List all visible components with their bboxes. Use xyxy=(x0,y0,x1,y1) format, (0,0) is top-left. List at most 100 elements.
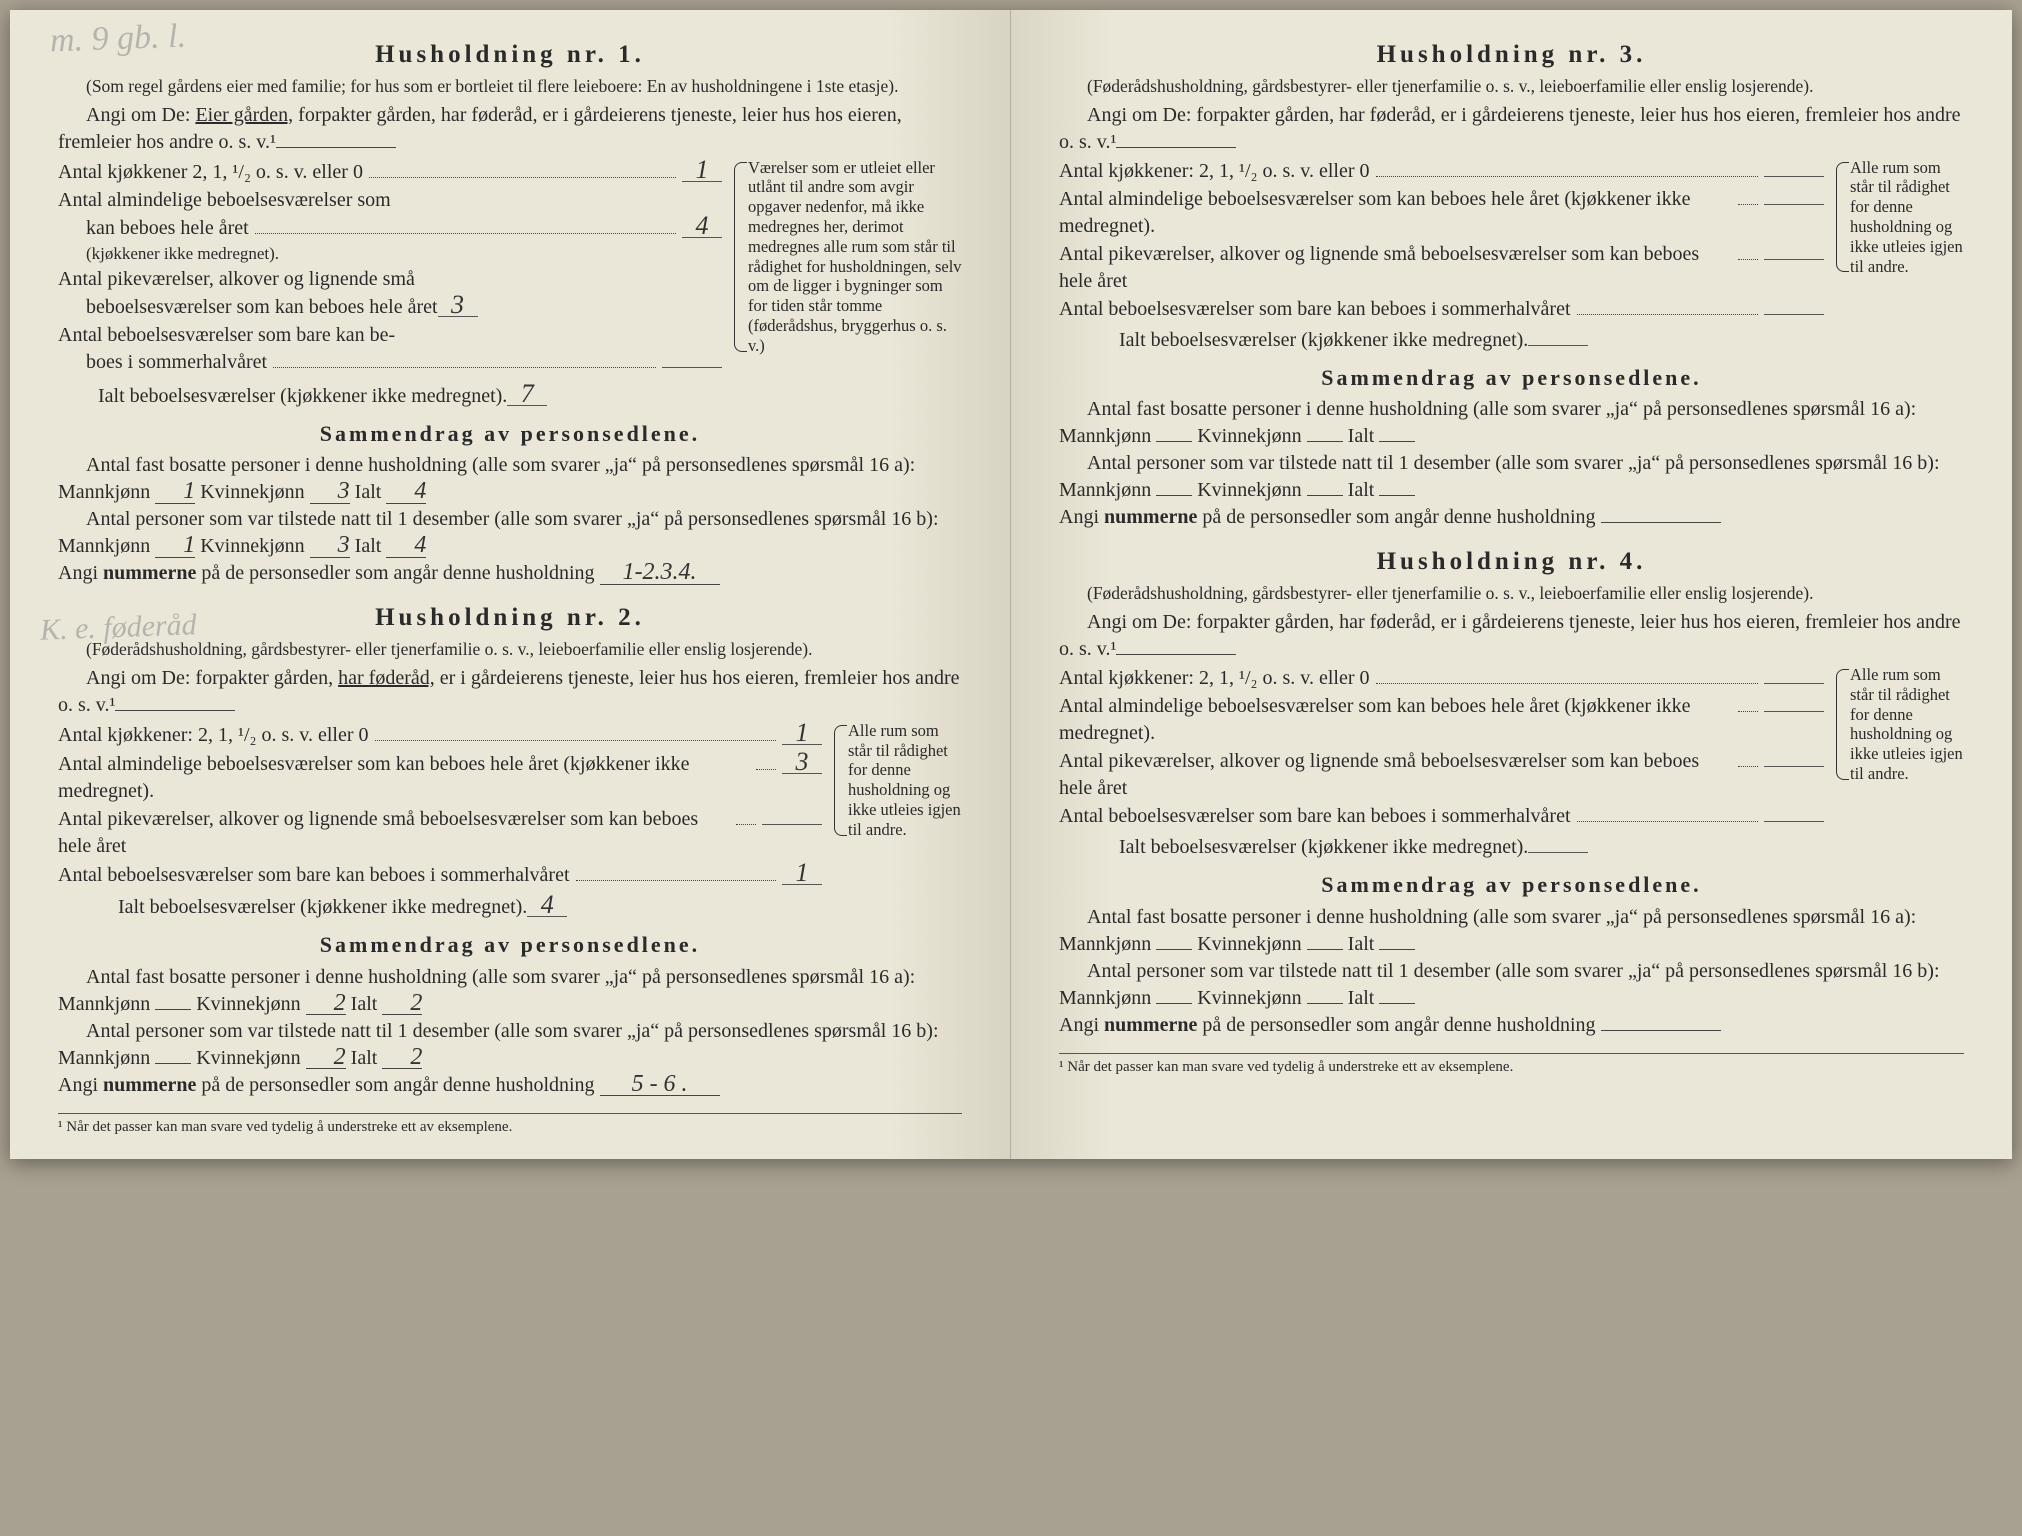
text: på de personsedler som angår denne husho… xyxy=(196,1074,594,1096)
text: Ialt xyxy=(355,535,382,557)
label: Antal almindelige beboelsesværelser som … xyxy=(1059,186,1732,240)
label: Antal beboelsesværelser som bare kan beb… xyxy=(58,862,570,889)
label-line1: Antal beboelsesværelser som bare kan be- xyxy=(58,322,722,349)
text: Angi om De: forpakter gården, har føderå… xyxy=(1059,611,1961,660)
dots xyxy=(1738,749,1758,767)
ans-num xyxy=(1601,1030,1721,1031)
h1-p2: Antal personer som var tilstede natt til… xyxy=(58,506,962,560)
ans-i xyxy=(1379,495,1415,496)
ans-i xyxy=(1379,1003,1415,1004)
bracket-note-short: Alle rum som står til rådighet for denne… xyxy=(832,721,962,840)
answer xyxy=(1764,259,1824,260)
q-pike: Antal pikeværelser, alkover og lignende … xyxy=(58,806,822,860)
q-sommer: Antal beboelsesværelser som bare kan beb… xyxy=(58,861,822,889)
h1-p1: Antal fast bosatte personer i denne hush… xyxy=(58,452,962,506)
answer: 1 xyxy=(682,158,722,182)
h2-p2: Antal personer som var tilstede natt til… xyxy=(58,1018,962,1072)
label: Antal pikeværelser, alkover og lignende … xyxy=(1059,748,1732,802)
text: Ialt xyxy=(351,993,378,1015)
answer xyxy=(1528,852,1588,853)
ans-k xyxy=(1307,495,1343,496)
answer xyxy=(1764,683,1824,684)
text: Antal fast bosatte personer i denne hush… xyxy=(1059,906,1916,955)
h2-angi: Angi om De: forpakter gården, har føderå… xyxy=(58,665,962,719)
text: kan beboes hele året xyxy=(86,215,249,242)
dots xyxy=(1376,159,1759,177)
text: Ialt xyxy=(355,481,382,503)
blank-line xyxy=(115,710,235,711)
label: Ialt beboelsesværelser (kjøkkener ikke m… xyxy=(58,894,527,921)
label: Antal kjøkkener: 2, 1, ¹/₂ o. s. v. elle… xyxy=(58,722,369,749)
answer xyxy=(1764,711,1824,712)
h2-title: Husholdning nr. 2. xyxy=(58,601,962,635)
dots xyxy=(1738,242,1758,260)
text: Kvinnekjønn xyxy=(1197,933,1301,955)
answer: 4 xyxy=(682,214,722,238)
dots xyxy=(273,350,656,368)
h3-sammendrag-title: Sammendrag av personsedlene. xyxy=(1059,363,1964,393)
text: Angi xyxy=(58,1074,103,1096)
ans-m: 1 xyxy=(155,535,195,558)
ans-k: 3 xyxy=(310,481,350,504)
label: Ialt beboelsesværelser (kjøkkener ikke m… xyxy=(58,383,507,410)
underlined-choice: har føderåd, xyxy=(338,667,435,689)
h4-subtitle: (Føderådshusholdning, gårdsbestyrer- ell… xyxy=(1059,583,1964,605)
q-alm: Antal almindelige beboelsesværelser som … xyxy=(1059,186,1824,240)
q-sommer: Antal beboelsesværelser som bare kan beb… xyxy=(1059,803,1824,830)
ans-num: 1-2.3.4. xyxy=(600,562,720,585)
answer: 7 xyxy=(507,382,547,406)
ans-k xyxy=(1307,949,1343,950)
footnote-right: ¹ Når det passer kan man svare ved tydel… xyxy=(1059,1053,1964,1077)
answer: 4 xyxy=(527,893,567,917)
ans-m xyxy=(155,1063,191,1064)
bold: nummerne xyxy=(103,562,196,584)
answer xyxy=(1528,345,1588,346)
h1-angi: Angi om De: Eier gården, forpakter gårde… xyxy=(58,102,962,156)
h3-p2: Antal personer som var tilstede natt til… xyxy=(1059,450,1964,504)
ans-m xyxy=(155,1009,191,1010)
h3-angi: Angi om De: forpakter gården, har føderå… xyxy=(1059,102,1964,156)
label-line1: Antal almindelige beboelsesværelser som xyxy=(58,187,722,214)
ans-k: 2 xyxy=(306,1047,346,1070)
text: Kvinnekjønn xyxy=(196,993,300,1015)
q-alm: Antal almindelige beboelsesværelser som … xyxy=(58,187,722,266)
h4-p2: Antal personer som var tilstede natt til… xyxy=(1059,958,1964,1012)
blank-line xyxy=(276,147,396,148)
h2-questions-row: Antal kjøkkener: 2, 1, ¹/₂ o. s. v. elle… xyxy=(58,721,962,922)
ans-k xyxy=(1307,1003,1343,1004)
text: Angi xyxy=(1059,1014,1104,1036)
bold: nummerne xyxy=(1104,506,1197,528)
q-kjokken: Antal kjøkkener: 2, 1, ¹/₂ o. s. v. elle… xyxy=(1059,158,1824,185)
ans-m xyxy=(1156,1003,1192,1004)
label: Antal beboelsesværelser som bare kan beb… xyxy=(1059,296,1571,323)
h4-p1: Antal fast bosatte personer i denne hush… xyxy=(1059,904,1964,958)
label: Antal kjøkkener: 2, 1, ¹/₂ o. s. v. elle… xyxy=(1059,158,1370,185)
ans-num: 5 - 6 . xyxy=(600,1074,720,1097)
h2-sammendrag-title: Sammendrag av personsedlene. xyxy=(58,930,962,960)
label: Antal beboelsesværelser som bare kan beb… xyxy=(1059,803,1571,830)
ans-i: 2 xyxy=(382,1047,422,1070)
text: Angi xyxy=(1059,506,1104,528)
q-ialt: Ialt beboelsesværelser (kjøkkener ikke m… xyxy=(1059,327,1824,354)
answer: 3 xyxy=(782,750,822,774)
h4-title: Husholdning nr. 4. xyxy=(1059,545,1964,579)
h3-p1: Antal fast bosatte personer i denne hush… xyxy=(1059,396,1964,450)
dots xyxy=(375,723,777,741)
label-line2: beboelsesværelser som kan beboes hele år… xyxy=(58,293,722,321)
q-kjokken: Antal kjøkkener 2, 1, ¹/₂ o. s. v. eller… xyxy=(58,158,722,186)
answer: 3 xyxy=(438,293,478,317)
label-line2: kan beboes hele året 4 xyxy=(58,214,722,242)
text: Ialt xyxy=(1348,479,1375,501)
ans-i: 4 xyxy=(386,535,426,558)
answer xyxy=(762,824,822,825)
label: Antal pikeværelser, alkover og lignende … xyxy=(58,806,730,860)
blank-line xyxy=(1116,147,1236,148)
husholdning-4: Husholdning nr. 4. (Føderådshusholdning,… xyxy=(1059,545,1964,1038)
ans-k: 3 xyxy=(310,535,350,558)
bracket-note-short: Alle rum som står til rådighet for denne… xyxy=(1834,665,1964,784)
dots xyxy=(369,160,676,178)
document-spread: m. 9 gb. l. Husholdning nr. 1. (Som rege… xyxy=(10,10,2012,1159)
text: på de personsedler som angår denne husho… xyxy=(1197,506,1595,528)
q-alm: Antal almindelige beboelsesværelser som … xyxy=(1059,693,1824,747)
q-kjokken: Antal kjøkkener: 2, 1, ¹/₂ o. s. v. elle… xyxy=(1059,665,1824,692)
